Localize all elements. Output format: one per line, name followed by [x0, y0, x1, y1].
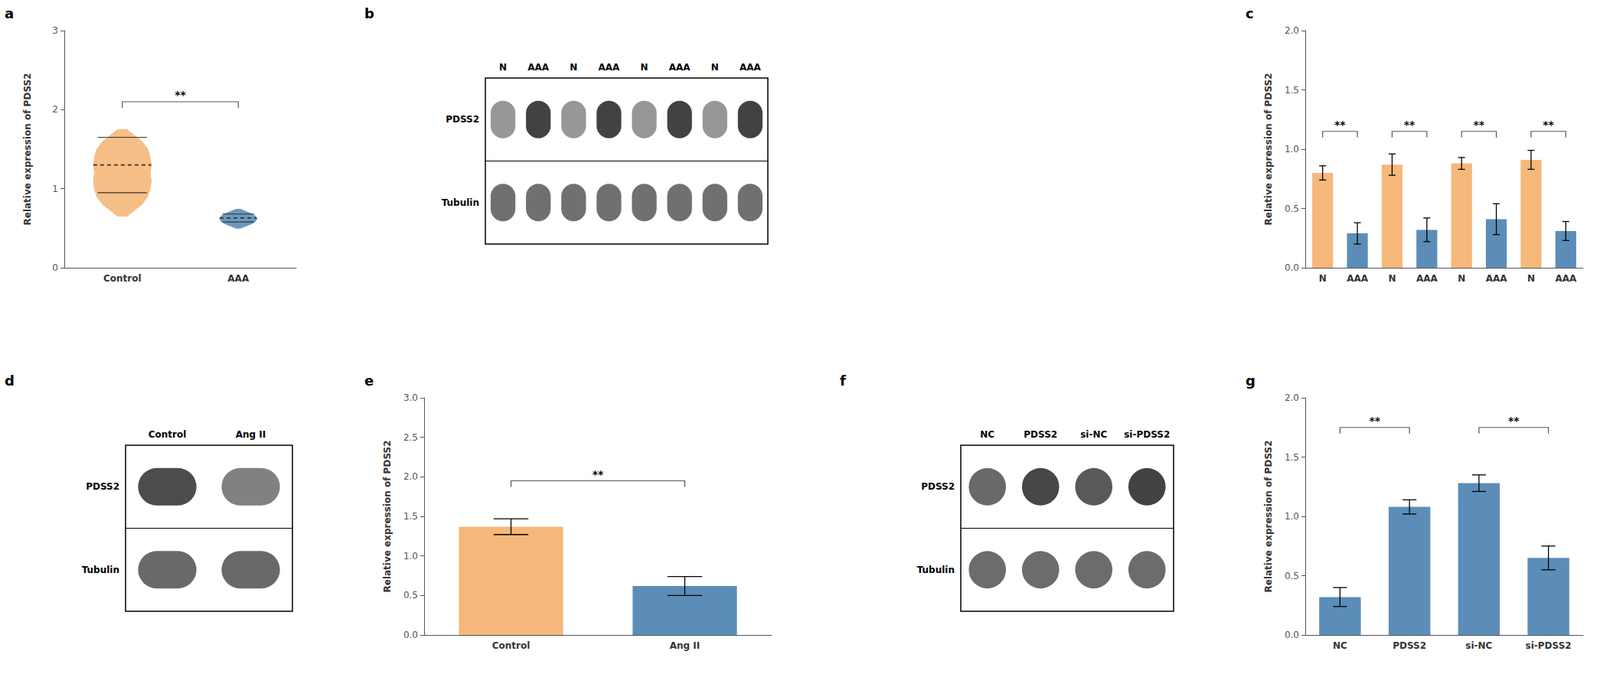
svg-text:PDSS2: PDSS2	[1392, 640, 1427, 652]
svg-text:Ang II: Ang II	[669, 640, 701, 652]
svg-text:**: **	[1404, 118, 1416, 131]
svg-text:PDSS2: PDSS2	[1023, 429, 1058, 441]
svg-text:Control: Control	[492, 640, 531, 652]
svg-text:N: N	[1527, 273, 1535, 285]
svg-text:Tubulin: Tubulin	[81, 564, 120, 576]
svg-text:c: c	[1245, 5, 1254, 22]
svg-text:Tubulin: Tubulin	[441, 197, 480, 209]
svg-text:Tubulin: Tubulin	[917, 564, 955, 576]
svg-text:1.5: 1.5	[1284, 452, 1300, 464]
svg-text:0.0: 0.0	[403, 630, 418, 641]
svg-text:si-PDSS2: si-PDSS2	[1123, 429, 1170, 441]
svg-text:N: N	[640, 62, 649, 73]
svg-text:1.0: 1.0	[403, 551, 418, 562]
svg-text:2: 2	[52, 104, 59, 115]
svg-text:1.0: 1.0	[1284, 511, 1300, 523]
svg-text:Control: Control	[148, 429, 187, 441]
svg-text:AAA: AAA	[669, 62, 692, 73]
svg-text:0.5: 0.5	[403, 590, 418, 601]
svg-text:AAA: AAA	[598, 62, 621, 73]
svg-text:0.0: 0.0	[1284, 262, 1300, 274]
svg-text:AAA: AAA	[1416, 273, 1439, 285]
svg-text:2.5: 2.5	[403, 432, 418, 444]
svg-text:AAA: AAA	[527, 62, 550, 73]
svg-text:**: **	[1334, 118, 1346, 131]
svg-text:1.5: 1.5	[1284, 84, 1300, 96]
svg-text:**: **	[174, 88, 187, 102]
svg-text:Relative expression of PDSS2: Relative expression of PDSS2	[1263, 440, 1274, 594]
svg-text:si-NC: si-NC	[1080, 429, 1107, 441]
svg-text:0.5: 0.5	[1284, 203, 1300, 215]
svg-text:Relative expression of PDSS2: Relative expression of PDSS2	[1263, 73, 1274, 226]
svg-text:**: **	[1368, 414, 1381, 428]
svg-text:**: **	[1508, 414, 1520, 428]
svg-text:AAA: AAA	[1346, 273, 1369, 285]
svg-text:a: a	[4, 5, 14, 22]
svg-text:d: d	[4, 372, 15, 389]
svg-text:0: 0	[52, 262, 59, 274]
svg-text:Control: Control	[103, 273, 142, 285]
svg-text:2.0: 2.0	[1284, 392, 1300, 404]
svg-text:e: e	[364, 372, 374, 389]
svg-text:PDSS2: PDSS2	[920, 481, 955, 493]
svg-text:N: N	[1387, 273, 1396, 285]
svg-text:AAA: AAA	[739, 62, 762, 73]
svg-text:PDSS2: PDSS2	[445, 114, 480, 125]
svg-text:N: N	[711, 62, 719, 73]
svg-text:AAA: AAA	[227, 273, 250, 285]
svg-text:AAA: AAA	[1485, 273, 1509, 285]
svg-text:b: b	[364, 5, 375, 22]
svg-text:NC: NC	[979, 429, 995, 441]
svg-text:AAA: AAA	[1554, 273, 1578, 285]
svg-text:Ang II: Ang II	[235, 429, 267, 441]
svg-text:3: 3	[52, 25, 59, 36]
svg-text:0.0: 0.0	[1284, 630, 1300, 641]
svg-text:1.5: 1.5	[403, 511, 418, 523]
svg-text:**: **	[592, 468, 605, 481]
svg-text:g: g	[1245, 372, 1256, 389]
svg-text:N: N	[499, 62, 507, 73]
svg-text:1.0: 1.0	[1284, 143, 1300, 155]
svg-text:NC: NC	[1332, 640, 1348, 652]
svg-text:Relative expression of PDSS2: Relative expression of PDSS2	[382, 440, 393, 594]
svg-text:N: N	[1319, 273, 1327, 285]
svg-text:2.0: 2.0	[403, 471, 418, 483]
svg-text:0.5: 0.5	[1284, 571, 1300, 582]
svg-text:si-PDSS2: si-PDSS2	[1525, 640, 1572, 652]
svg-text:**: **	[1542, 118, 1555, 131]
svg-text:N: N	[569, 62, 578, 73]
svg-text:**: **	[1473, 118, 1486, 131]
svg-text:si-NC: si-NC	[1465, 640, 1493, 652]
svg-text:3.0: 3.0	[403, 392, 418, 404]
svg-text:PDSS2: PDSS2	[85, 481, 120, 493]
svg-text:Relative expression of PDSS2: Relative expression of PDSS2	[22, 73, 33, 226]
svg-text:N: N	[1457, 273, 1466, 285]
svg-text:2.0: 2.0	[1284, 25, 1300, 36]
svg-text:f: f	[839, 372, 846, 389]
svg-text:1: 1	[52, 183, 59, 195]
